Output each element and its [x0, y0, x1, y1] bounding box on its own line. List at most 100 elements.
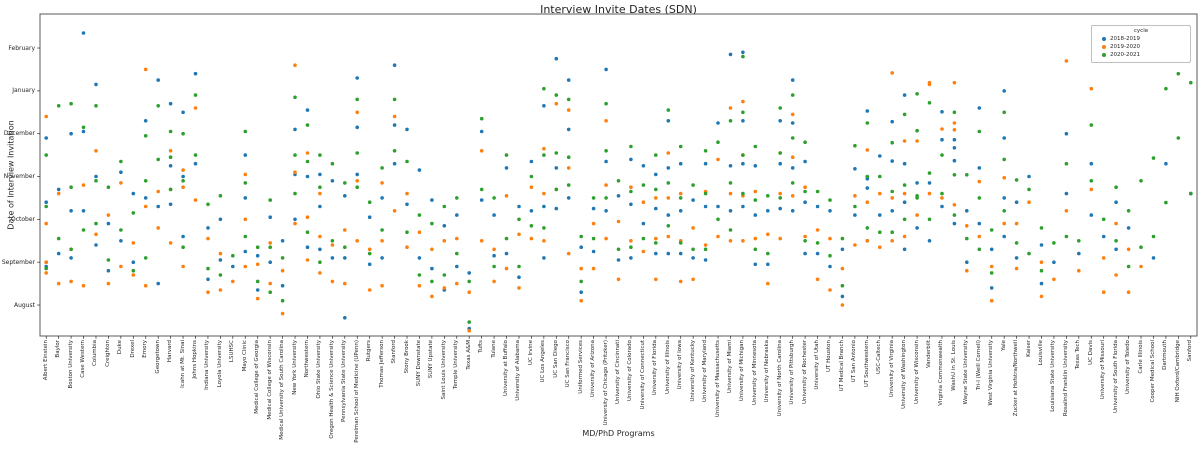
legend-marker-2020-2021 [1102, 53, 1106, 57]
x-tick-label: University of Chicago (Pritzker) [602, 340, 609, 426]
x-tick-label: Rosalind Franklin University [1062, 340, 1069, 417]
x-tick-label: Thomas Jefferson [378, 340, 385, 388]
x-tick-label: West Virginia University [988, 340, 995, 406]
x-tick-label: Johns Hopkins [192, 340, 198, 379]
x-tick-label: Wayne State University [963, 340, 970, 405]
x-tick-label: Tri-I (Weill Cornell) [975, 340, 982, 391]
x-tick-label: Icahn at Mt. Sinai [179, 340, 186, 388]
y-tick-label: November [3, 173, 35, 180]
x-tick-label: UC San Diego [552, 340, 559, 378]
x-tick-label: UC Davis [1087, 340, 1094, 365]
x-tick-label: Oregon Health & Science University [328, 340, 335, 439]
legend-label: 2018-2019 [1110, 36, 1140, 42]
x-tick-label: Northwestern [303, 340, 310, 378]
x-tick-label: Baylor [55, 340, 62, 358]
x-tick-label: University of Washington [901, 340, 908, 409]
x-tick-label: University of Rochester [801, 340, 808, 405]
legend-entry: 2020-2021 [1096, 51, 1186, 59]
x-tick-label: Tulane [490, 340, 497, 358]
legend-title: cycle [1133, 28, 1149, 34]
x-tick-label: University of Utah [814, 340, 821, 390]
x-tick-label: University of Pittsburgh [789, 340, 796, 405]
y-tick-label: August [14, 301, 35, 309]
x-tick-label: Columbia [92, 340, 99, 366]
y-tick-label: December [3, 130, 35, 138]
x-tick-label: Texas Tech [1075, 340, 1082, 370]
x-tick-label: University of South Florida [1112, 340, 1119, 413]
x-tick-label: Louisville [1037, 340, 1044, 366]
x-tick-label: Saint Louis University [440, 340, 447, 400]
x-tick-label: WashU in St. Louis [950, 340, 957, 391]
x-tick-label: University of Kentucky [689, 340, 696, 402]
x-tick-label: Carle Illinois [1137, 340, 1144, 374]
x-tick-label: Medical College of Georgia [254, 340, 261, 414]
x-tick-label: University at Buffalo [503, 340, 510, 397]
x-tick-label: UC Irvine [527, 340, 534, 366]
y-tick-label: October [10, 215, 35, 223]
x-tick-label: Rutgers [366, 340, 373, 362]
series-2019-2020 [44, 59, 1143, 333]
x-tick-label: Georgetown [154, 340, 161, 374]
chart-title: Interview Invite Dates (SDN) [540, 3, 697, 16]
x-tick-label: Yale [1000, 340, 1007, 351]
x-tick-label: University of Toledo [1125, 340, 1132, 395]
x-tick-label: Creighton [104, 340, 111, 367]
x-tick-label: Uniformed Services [577, 340, 584, 394]
x-tick-label: Indiana University [204, 340, 211, 390]
x-tick-label: USC-Caltech [876, 340, 883, 375]
legend-marker-2019-2020 [1102, 45, 1106, 49]
x-tick-label: Pennsylvania State University [341, 340, 348, 422]
x-tick-label: University of Cincinnati [615, 340, 621, 404]
x-tick-label: Loyola University [216, 340, 223, 388]
x-tick-label: Duke [117, 340, 124, 355]
x-tick-label: Virginia Commonwealth [938, 340, 945, 406]
legend: cycle 2018-2019 2019-2020 2020-2021 [1091, 25, 1191, 63]
x-tick-label: University of Florida [652, 340, 659, 396]
x-tick-label: LSUHSC [229, 340, 236, 363]
x-tick-label: SUNY Upstate [428, 340, 435, 379]
y-tick-label: January [12, 87, 35, 95]
y-tick-label: February [8, 44, 35, 52]
x-tick-label: Louisiana State University [1050, 340, 1057, 412]
series-2018-2019 [44, 31, 1193, 331]
x-tick-label: Sanford [1187, 340, 1194, 362]
x-tick-label: University of Colorado [627, 340, 634, 402]
x-tick-label: UT Houston [826, 340, 833, 372]
legend-label: 2020-2021 [1110, 52, 1140, 58]
x-tick-label: University of Iowa [677, 340, 684, 390]
x-tick-label: University of Alabama [515, 340, 522, 401]
x-tick-label: Boston University [67, 340, 74, 389]
x-tick-label: University of Nebraska [764, 340, 771, 403]
legend-entry: 2018-2019 [1096, 35, 1186, 43]
x-tick-label: Temple University [453, 340, 460, 390]
x-tick-label: Medical University of South Carolina [279, 340, 286, 440]
x-tick-label: Mayo Clinic [241, 340, 248, 372]
x-tick-label: University of North Carolina [776, 340, 783, 417]
x-tick-label: Emory [142, 340, 149, 358]
x-tick-label: Tufts [478, 340, 485, 353]
x-tick-label: Cooper Medical School [1149, 340, 1156, 403]
x-tick-label: University of Virginia [888, 340, 895, 398]
x-tick-label: Zucker at Hofstra/Northwell [1013, 340, 1020, 417]
x-tick-label: UC Los Angeles [540, 340, 547, 383]
x-tick-label: University of Miami [726, 340, 733, 394]
x-tick-label: NIH Oxford/Cambridge [1174, 340, 1181, 403]
x-tick-label: University of Connecticut [639, 340, 646, 410]
y-tick-label: September [1, 258, 35, 266]
x-tick-label: UT San Antonio [851, 340, 858, 383]
x-tick-label: University of Massachusetts [714, 340, 721, 418]
x-tick-label: Dartmouth [1162, 340, 1169, 370]
x-tick-label: UT Southwestern [863, 340, 870, 388]
x-tick-label: Medical College of Wisconsin [266, 340, 273, 420]
x-tick-label: Albert Einstein [42, 340, 49, 381]
legend-label: 2019-2020 [1110, 44, 1140, 50]
x-tick-label: University of Illinois [664, 340, 671, 394]
x-tick-label: University of Arizona [590, 340, 597, 398]
x-tick-label: New York University [291, 340, 298, 395]
x-tick-label: Perelman School of Medicine (UPenn) [353, 340, 360, 443]
legend-marker-2018-2019 [1102, 37, 1106, 41]
x-tick-label: SUNY Downstate [415, 340, 422, 387]
plot-border [39, 13, 1198, 337]
x-tick-label: University of Missouri [1100, 340, 1107, 400]
